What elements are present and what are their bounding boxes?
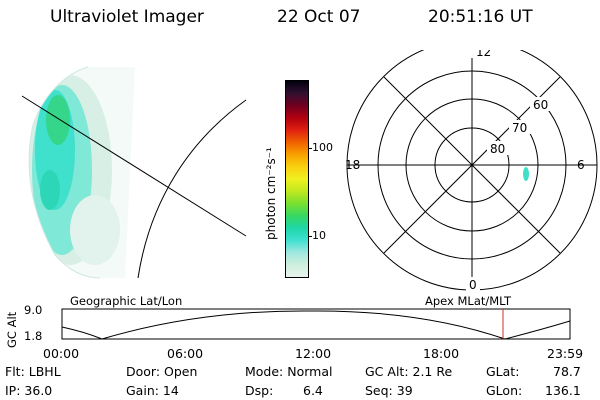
lat-label-70: 70 xyxy=(512,121,527,135)
colorbar-tick-10: 10 xyxy=(312,229,326,242)
colorbar-tick-100: 100 xyxy=(312,141,333,154)
filter-readout: Flt: LBHL xyxy=(5,364,61,379)
ip-readout: IP: 36.0 xyxy=(5,383,53,398)
mlt-label-12: 12 xyxy=(476,50,491,59)
terminator-line xyxy=(21,95,247,237)
tick-mark xyxy=(308,236,312,237)
label-bg xyxy=(509,120,531,134)
lat-label-80: 80 xyxy=(490,142,505,156)
mode-readout: Mode: Normal xyxy=(245,364,333,379)
timeline-right-label: Apex MLat/MLT xyxy=(425,294,512,308)
timeline-plot xyxy=(61,308,571,340)
dsp-value: 6.4 xyxy=(303,383,323,398)
label-bg xyxy=(487,141,509,155)
orbit-timeline: Geographic Lat/Lon Apex MLat/MLT 9.0 1.8… xyxy=(0,292,600,362)
y-axis-max: 9.0 xyxy=(24,303,43,317)
y-axis-min: 1.8 xyxy=(24,329,43,343)
dsp-label: Dsp: xyxy=(245,383,274,398)
altitude-curve xyxy=(61,310,571,340)
aurora-spot xyxy=(523,167,529,181)
timeline-left-label: Geographic Lat/Lon xyxy=(70,294,183,308)
time-label: 20:51:16 UT xyxy=(428,7,533,27)
aurora-emission-area xyxy=(29,67,135,278)
seq-readout: Seq: 39 xyxy=(365,383,413,398)
colorbar-gradient xyxy=(285,80,309,278)
x-tick-0000: 00:00 xyxy=(43,346,80,361)
earth-limb xyxy=(28,66,101,279)
colorbar: photon cm⁻²s⁻¹ 100 10 xyxy=(262,78,342,278)
uv-image-panel xyxy=(21,66,247,279)
x-tick-0600: 06:00 xyxy=(167,346,204,361)
lat-label-60: 60 xyxy=(533,98,548,112)
x-tick-1200: 12:00 xyxy=(295,346,332,361)
label-bg xyxy=(462,50,486,58)
header: Ultraviolet Imager 22 Oct 07 20:51:16 UT xyxy=(0,0,600,36)
glon-value: 136.1 xyxy=(545,383,581,398)
mlt-label-0: 0 xyxy=(469,278,477,292)
mlt-label-6: 6 xyxy=(577,158,585,172)
x-tick-2359: 23:59 xyxy=(547,346,584,361)
x-tick-1800: 18:00 xyxy=(423,346,460,361)
door-readout: Door: Open xyxy=(126,364,198,379)
label-bg xyxy=(466,277,480,291)
glat-value: 78.7 xyxy=(553,364,581,379)
glat-label: GLat: xyxy=(486,364,520,379)
polar-mlat-mlt-plot: 12 18 6 0 60 70 80 xyxy=(345,50,598,292)
date-label: 22 Oct 07 xyxy=(277,7,361,27)
colorbar-unit-label: photon cm⁻²s⁻¹ xyxy=(264,147,278,240)
tick-mark xyxy=(308,148,312,149)
gain-readout: Gain: 14 xyxy=(126,383,179,398)
label-bg xyxy=(530,97,552,111)
gc-alt-readout: GC Alt: 2.1 Re xyxy=(365,364,453,379)
orbit-arc xyxy=(137,99,247,279)
mlt-label-18: 18 xyxy=(345,158,360,172)
timeline-frame xyxy=(61,308,571,340)
glon-label: GLon: xyxy=(486,383,523,398)
page-title: Ultraviolet Imager xyxy=(50,7,204,27)
